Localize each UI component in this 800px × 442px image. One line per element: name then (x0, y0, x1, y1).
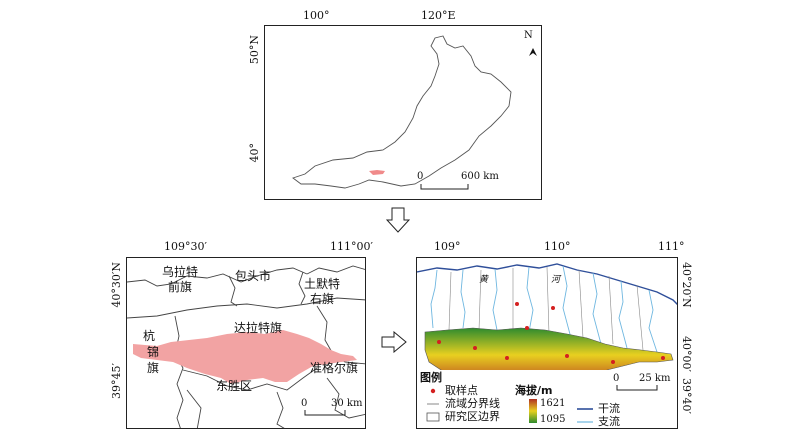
overview-map-svg (292, 35, 537, 190)
down-arrow-icon (386, 207, 410, 233)
label-dongsheng: 东胜区 (216, 379, 253, 393)
left-lon-label-2: 111°00′ (330, 240, 373, 253)
left-lat-label-2: 39°45′ (110, 363, 123, 399)
label-tumote-2: 右旗 (310, 292, 335, 306)
right-arrow-icon (381, 331, 407, 353)
legend-sample-label: 取样点 (445, 384, 478, 397)
tributary-6 (592, 272, 602, 345)
sample-point (437, 340, 441, 344)
river-label-he: 河 (551, 275, 561, 285)
sample-point (565, 354, 569, 358)
inner-mongolia-outline (292, 35, 512, 189)
overview-map: N 0 600 km (264, 25, 542, 200)
top-lon-label-100: 100° (303, 9, 330, 22)
right-lat-label-3: 39°40′ (680, 378, 693, 414)
label-zhungeer: 准格尔旗 (310, 361, 359, 375)
boundary-south-c (326, 377, 365, 419)
label-hangjin-3: 旗 (147, 361, 160, 375)
legend-boundary-symbol (426, 412, 440, 422)
legend-boundary-label: 研究区边界 (445, 410, 500, 423)
boundary-baotou-west (228, 275, 238, 307)
tributary-3 (492, 268, 498, 331)
tributary-7 (618, 280, 628, 349)
sample-point (515, 302, 519, 306)
north-label: N (524, 30, 533, 41)
sample-point (661, 356, 665, 360)
river-label-huang: 黄 (479, 275, 489, 285)
tributary-5 (562, 265, 572, 339)
legend-sample-symbol (430, 388, 436, 394)
left-lon-label-1: 109°30′ (164, 240, 207, 253)
sample-point (611, 360, 615, 364)
label-wulate-2: 前旗 (168, 280, 193, 294)
right-lat-label-2: 40°00′ (680, 336, 693, 372)
top-lat-label-50: 50°N (248, 35, 261, 65)
overview-scale-label: 600 km (461, 171, 499, 182)
right-lat-label-1: 40°20′N (680, 262, 693, 308)
right-scale-bar (616, 385, 658, 391)
legend-box (417, 370, 677, 428)
overview-scale-bar (420, 184, 469, 190)
boundary-zhungeer (316, 305, 365, 365)
sample-point (505, 356, 509, 360)
watershed-map-svg (417, 263, 677, 428)
top-lon-label-120: 120°E (421, 9, 456, 22)
county-map: 乌拉特 前旗 包头市 土默特 右旗 杭 锦 旗 达拉特旗 准格尔旗 东胜区 0 … (126, 257, 366, 429)
left-scale-label: 30 km (331, 398, 363, 409)
legend-main-river-label: 干流 (598, 402, 620, 415)
boundary-baotou-east (298, 271, 306, 305)
left-scale-zero: 0 (301, 398, 308, 409)
boundary-top-b (306, 265, 365, 275)
left-lat-label-1: 40°30′N (110, 262, 123, 308)
tributary-1 (430, 269, 438, 329)
sample-point (551, 306, 555, 310)
sample-point (473, 346, 477, 350)
legend-watershed-label: 流域分界线 (445, 397, 500, 410)
right-lon-label-110: 110° (544, 240, 571, 253)
label-dalate: 达拉特旗 (234, 321, 283, 335)
right-lon-label-111: 111° (658, 240, 685, 253)
label-hangjin-1: 杭 (143, 329, 156, 343)
north-arrow-icon (529, 48, 537, 56)
boundary-top-a (127, 267, 308, 287)
boundary-north-river (127, 297, 365, 319)
legend-elev-low: 1095 (540, 414, 566, 425)
boundary-dongsheng (182, 367, 318, 391)
legend-elevation-title: 海拔/m (515, 384, 553, 397)
legend-elev-high: 1621 (540, 398, 566, 409)
boundary-hangjin-east (174, 315, 184, 428)
legend-elevation-ramp (529, 399, 537, 423)
label-baotou: 包头市 (235, 269, 272, 283)
watershed-map: 黄 河 图例 取样点 流域分界线 研究区边界 海拔/m 1621 1095 干流… (416, 257, 678, 429)
label-tumote-1: 土默特 (304, 277, 341, 291)
right-lon-label-109: 109° (434, 240, 461, 253)
top-lat-label-40: 40° (248, 143, 261, 163)
right-scale-zero: 0 (613, 373, 620, 384)
right-scale-label: 25 km (639, 373, 671, 384)
left-scale-bar (304, 410, 346, 416)
main-river-line (417, 263, 677, 305)
tributary-2 (460, 269, 466, 329)
sample-point (525, 326, 529, 330)
overview-study-area (369, 170, 385, 175)
boundary-south-a (186, 389, 202, 428)
overview-scale-zero: 0 (417, 171, 424, 182)
label-hangjin-2: 锦 (147, 345, 160, 359)
legend-tributary-label: 支流 (598, 415, 620, 428)
tributary-8 (648, 289, 658, 353)
boundary-south-b (276, 391, 285, 428)
left-study-area (133, 330, 357, 384)
legend-title: 图例 (420, 371, 442, 384)
tributary-4 (526, 266, 534, 333)
label-wulate-1: 乌拉特 (162, 265, 199, 279)
county-map-svg (127, 265, 365, 428)
